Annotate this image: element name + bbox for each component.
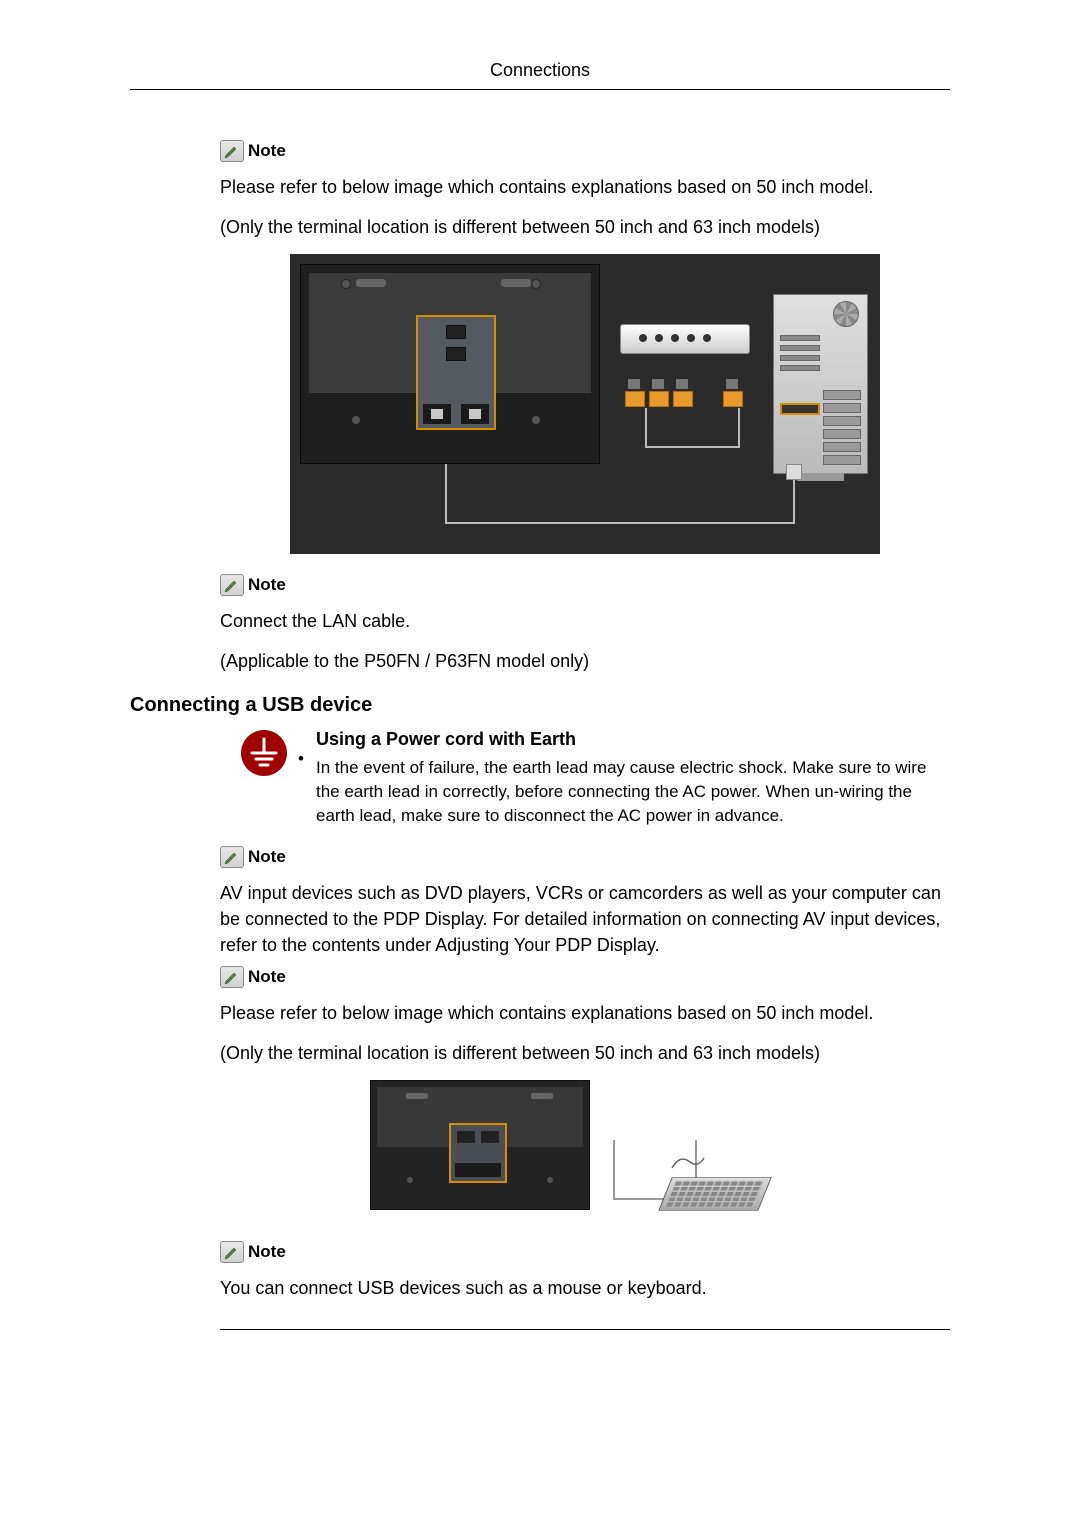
pdp-display-rear: [300, 264, 600, 464]
lan-cable-segment: [445, 464, 447, 524]
page: Connections Note Please refer to below i…: [0, 0, 1080, 1370]
note-row-3: Note: [220, 846, 950, 868]
note-icon: [220, 574, 244, 596]
usb-connection-diagram: [370, 1080, 740, 1235]
pdp-display-rear-small: [370, 1080, 590, 1210]
lan-cable-segment: [645, 408, 647, 448]
lan-cable-segment: [793, 477, 795, 524]
earth-body: In the event of failure, the earth lead …: [316, 756, 950, 827]
usb-port-block: [449, 1123, 507, 1183]
server-device: [773, 294, 868, 474]
note-label: Note: [248, 967, 286, 987]
page-header-title: Connections: [130, 60, 950, 81]
note2-line1: Connect the LAN cable.: [220, 608, 950, 634]
lan-connection-diagram: [290, 254, 880, 554]
note-icon: [220, 140, 244, 162]
note1-line1: Please refer to below image which contai…: [220, 174, 950, 200]
note-icon: [220, 1241, 244, 1263]
router-device: [620, 324, 750, 354]
earth-text-block: • Using a Power cord with Earth In the e…: [298, 729, 950, 827]
note5-body: You can connect USB devices such as a mo…: [220, 1275, 950, 1301]
note-row-4: Note: [220, 966, 950, 988]
section-heading-usb: Connecting a USB device: [130, 694, 950, 717]
note-label: Note: [248, 141, 286, 161]
note4-line2: (Only the terminal location is different…: [220, 1040, 950, 1066]
content-area: Note Please refer to below image which c…: [130, 140, 950, 1330]
note2-line2: (Applicable to the P50FN / P63FN model o…: [220, 648, 950, 674]
router-ports: [625, 379, 741, 407]
earth-ground-icon: [240, 729, 288, 777]
header-divider: [130, 89, 950, 90]
note-icon: [220, 846, 244, 868]
usb-keyboard-icon: [658, 1177, 772, 1211]
note4-line1: Please refer to below image which contai…: [220, 1000, 950, 1026]
note-row-2: Note: [220, 574, 950, 596]
lan-cable-segment: [645, 446, 740, 448]
note-row-1: Note: [220, 140, 950, 162]
earth-warning-block: • Using a Power cord with Earth In the e…: [240, 729, 950, 827]
footer-divider: [220, 1329, 950, 1330]
note-icon: [220, 966, 244, 988]
keyboard-cable-icon: [670, 1152, 705, 1170]
usb-cable-segment: [613, 1140, 615, 1200]
server-lan-port: [780, 403, 820, 415]
note3-body: AV input devices such as DVD players, VC…: [220, 880, 950, 958]
note-label: Note: [248, 1242, 286, 1262]
note1-line2: (Only the terminal location is different…: [220, 214, 950, 240]
lan-plug-icon: [786, 464, 802, 480]
note-label: Note: [248, 847, 286, 867]
bullet-point: •: [298, 729, 316, 827]
lan-cable-segment: [738, 408, 740, 448]
note-label: Note: [248, 575, 286, 595]
lan-cable-segment: [445, 522, 795, 524]
earth-heading: Using a Power cord with Earth: [316, 729, 950, 750]
note-row-5: Note: [220, 1241, 950, 1263]
lan-usb-port-block: [416, 315, 496, 430]
